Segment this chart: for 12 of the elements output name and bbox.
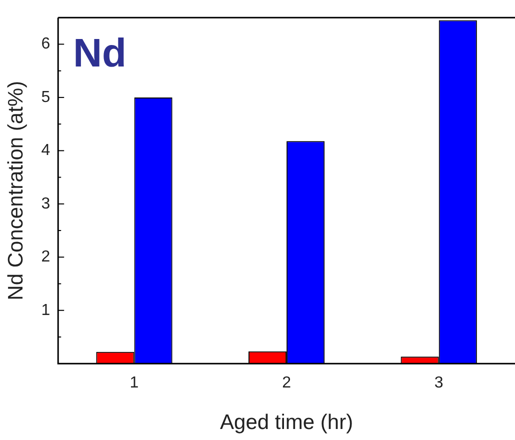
y-tick-label: 5 xyxy=(41,88,50,106)
y-tick-label: 2 xyxy=(41,248,50,266)
y-tick-label: 4 xyxy=(41,142,50,160)
annotation: Nd xyxy=(73,32,126,76)
y-tick-label: 6 xyxy=(41,36,50,53)
y-tick-label: 1 xyxy=(41,302,50,319)
x-tick-label: 2 xyxy=(282,374,292,392)
x-axis-title: Aged time (hr) xyxy=(220,411,354,434)
y-tick-label: 3 xyxy=(41,195,50,212)
x-tick-label: 1 xyxy=(130,374,139,392)
x-tick-label: 3 xyxy=(434,374,444,392)
y-axis-title: Nd Concentration (at%) xyxy=(4,80,28,300)
